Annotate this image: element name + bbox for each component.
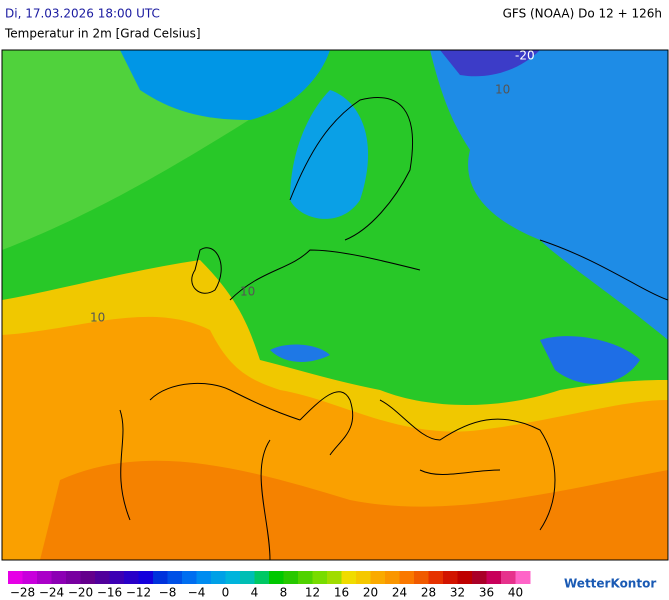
colorbar-swatch	[283, 571, 299, 584]
colorbar-swatch	[80, 571, 96, 584]
logo: WetterKontor	[564, 577, 656, 591]
colorbar-swatch	[312, 571, 328, 584]
colorbar-swatch	[327, 571, 342, 584]
colorbar-swatch	[428, 571, 444, 584]
map: -20 10 10 10	[1, 49, 669, 561]
cold-core	[440, 50, 540, 77]
colorbar-swatch	[472, 571, 487, 584]
colorbar-swatch	[399, 571, 415, 584]
colorbar-label: 36	[479, 586, 494, 600]
colorbar-label: −8	[159, 586, 177, 600]
colorbar-swatch	[225, 571, 241, 584]
colorbar-label: −16	[97, 586, 122, 600]
colorbar-label: 4	[251, 586, 259, 600]
colorbar-swatch	[109, 571, 125, 584]
colorbar-swatch	[501, 571, 516, 584]
colorbar-swatch	[124, 571, 139, 584]
date-title: Di, 17.03.2026 18:00 UTC	[5, 7, 160, 21]
map-frame	[1, 49, 669, 561]
colorbar-label: 32	[450, 586, 465, 600]
colorbar-label: −28	[10, 586, 35, 600]
coastline	[119, 97, 668, 560]
colorbar-label: 16	[334, 586, 349, 600]
colorbar-swatch	[385, 571, 400, 584]
contour-label: 10	[90, 311, 105, 325]
colorbar-swatch	[370, 571, 386, 584]
colorbar-label: 28	[421, 586, 436, 600]
colorbar-swatch	[8, 571, 23, 584]
colorbar-swatch	[138, 571, 154, 584]
colorbar-swatch	[269, 571, 284, 584]
cold-region	[430, 50, 668, 340]
colorbar-label: −4	[188, 586, 206, 600]
colorbar-swatch	[182, 571, 197, 584]
colorbar-swatch	[457, 571, 473, 584]
colorbar-label: −24	[39, 586, 64, 600]
colorbar-swatch	[356, 571, 371, 584]
colorbar-label: 8	[280, 586, 288, 600]
hot-region	[40, 460, 668, 560]
colorbar: −28 −24 −20 −16 −12 −8 −4 0 4 8 12 16 20 24 28 32 36 40	[8, 571, 531, 600]
colorbar-label: 40	[508, 586, 523, 600]
colorbar-swatch	[37, 571, 52, 584]
cold-region	[120, 50, 330, 120]
colorbar-swatch	[240, 571, 255, 584]
colorbar-swatch	[66, 571, 81, 584]
colorbar-label: −20	[68, 586, 93, 600]
colorbar-swatch	[22, 571, 38, 584]
colorbar-label: 20	[363, 586, 378, 600]
colorbar-label: 12	[305, 586, 320, 600]
alps-cold	[270, 344, 330, 362]
cold-region	[290, 90, 369, 219]
colorbar-swatch	[167, 571, 183, 584]
model-title: GFS (NOAA) Do 12 + 126h	[503, 7, 662, 21]
colorbar-swatch	[51, 571, 67, 584]
colorbar-swatch	[341, 571, 357, 584]
colorbar-swatch	[211, 571, 226, 584]
colorbar-swatch	[254, 571, 270, 584]
cold-region	[540, 336, 640, 384]
colorbar-label: 24	[392, 586, 407, 600]
colorbar-swatch	[443, 571, 458, 584]
colorbar-swatch	[414, 571, 429, 584]
contour-label: 10	[495, 83, 510, 97]
contour-label: 10	[240, 285, 255, 299]
colorbar-label: −12	[126, 586, 151, 600]
colorbar-label: 0	[222, 586, 230, 600]
colorbar-swatch	[486, 571, 502, 584]
subtitle: Temperatur in 2m [Grad Celsius]	[4, 27, 201, 41]
colorbar-swatch	[196, 571, 212, 584]
colorbar-swatch	[95, 571, 110, 584]
colorbar-swatch	[153, 571, 168, 584]
colorbar-swatch	[298, 571, 313, 584]
colorbar-swatch	[515, 571, 531, 584]
contour-label: -20	[515, 49, 535, 63]
